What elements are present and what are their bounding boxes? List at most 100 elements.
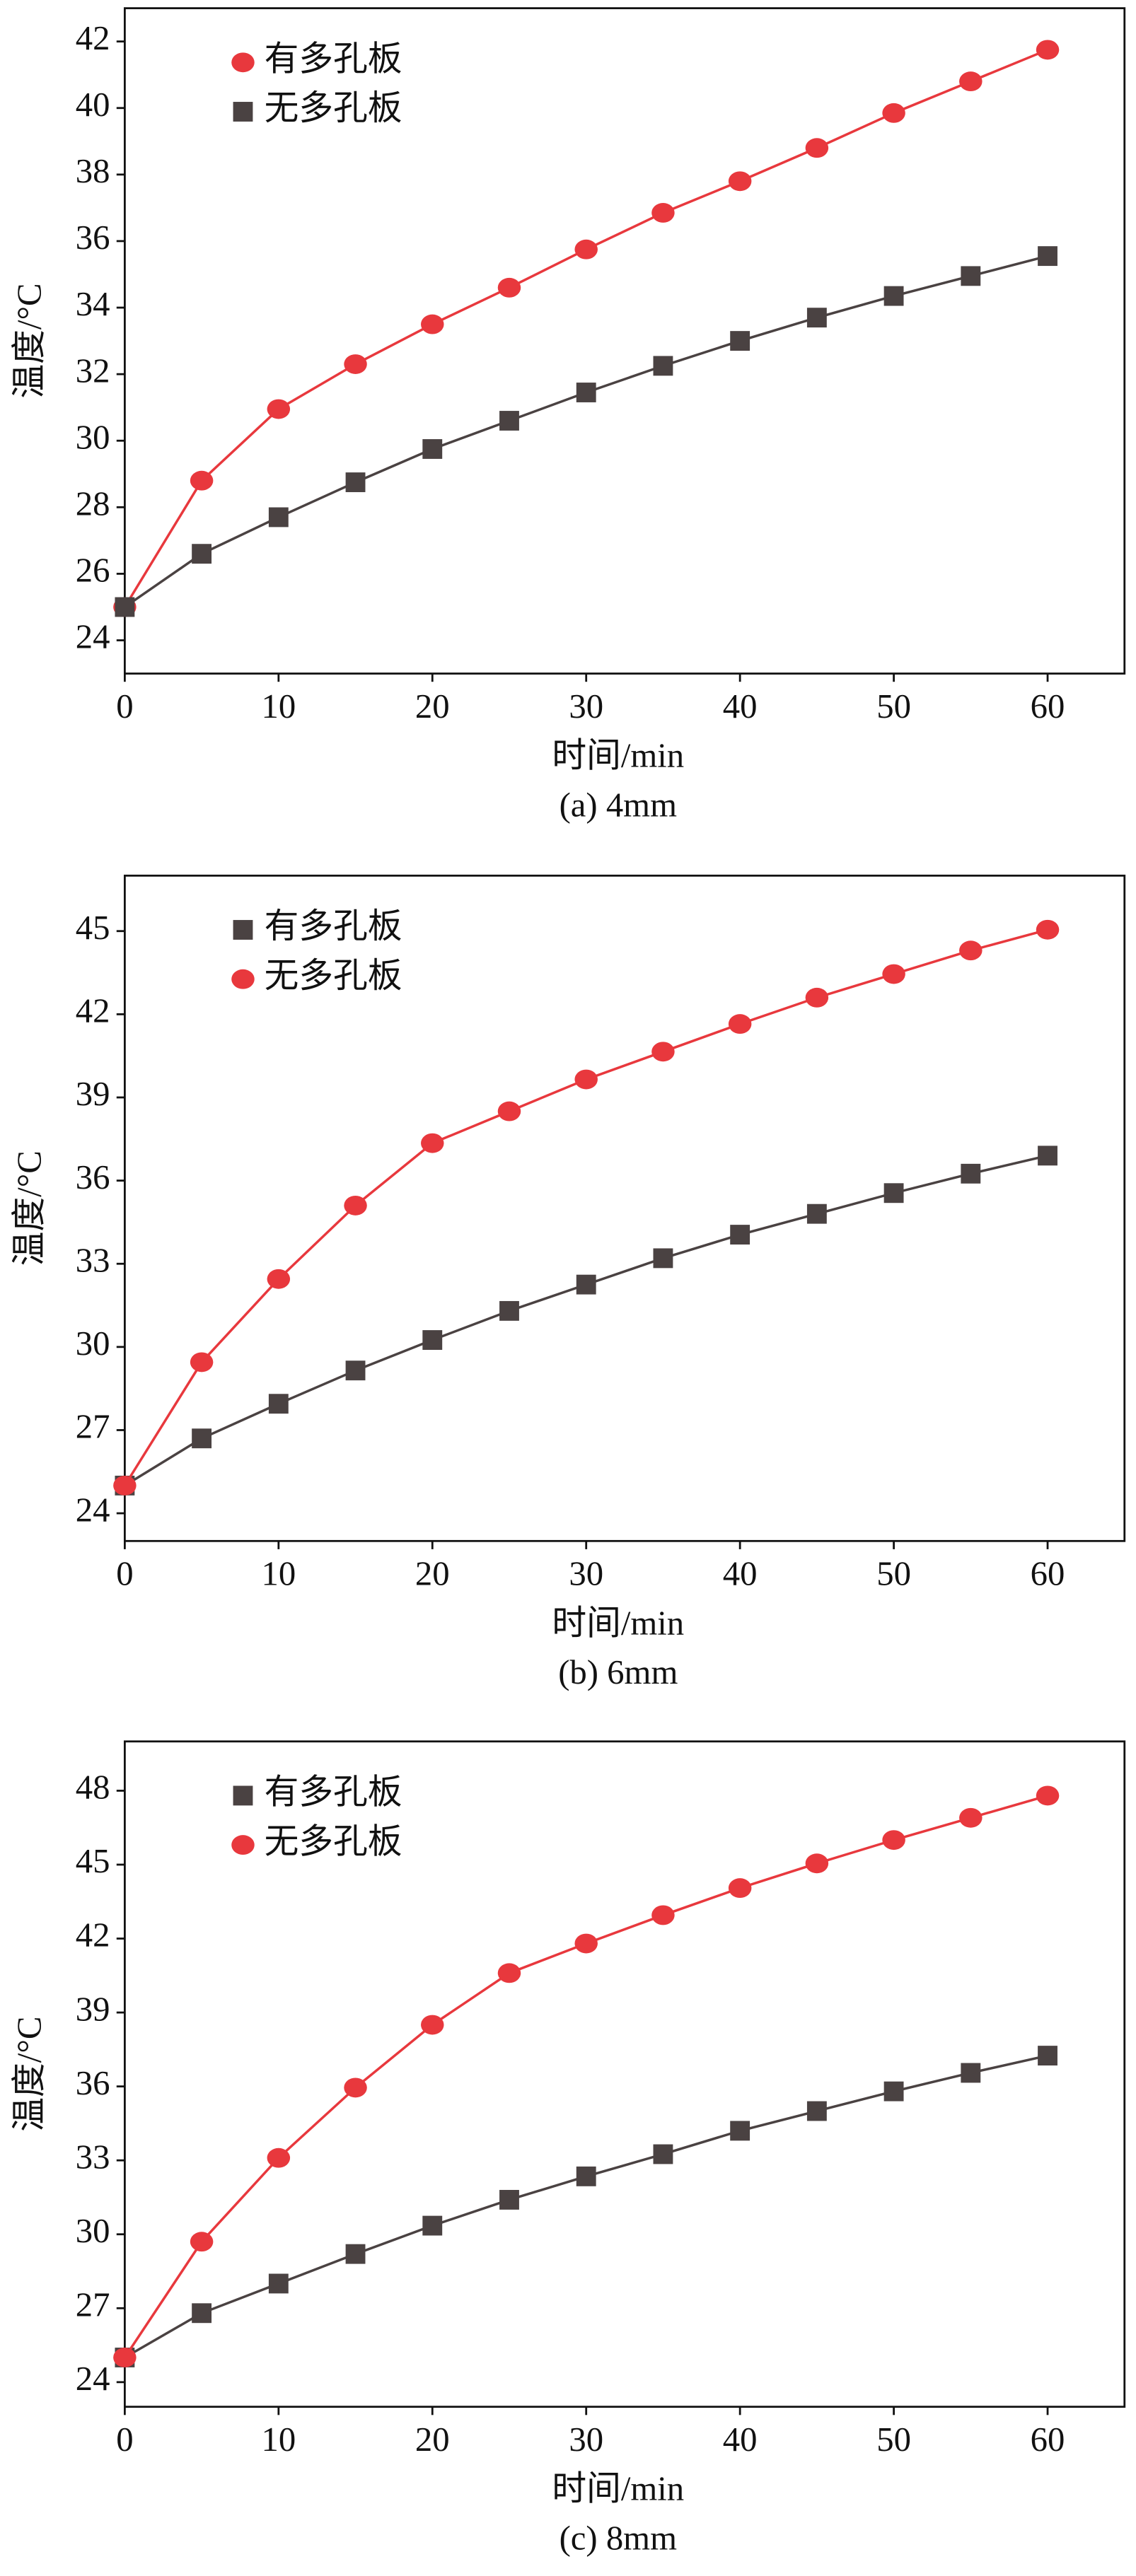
- marker: [499, 411, 519, 431]
- x-axis-label: 时间/min: [552, 737, 684, 775]
- marker: [576, 1274, 596, 1295]
- marker: [730, 331, 750, 351]
- marker: [961, 2063, 981, 2083]
- marker: [267, 1269, 291, 1289]
- marker: [1036, 919, 1060, 940]
- x-tick-label: 60: [1031, 1555, 1065, 1593]
- marker: [961, 266, 981, 286]
- marker: [422, 439, 443, 459]
- marker: [192, 1428, 212, 1449]
- x-tick-label: 20: [415, 1555, 450, 1593]
- y-tick-label: 30: [76, 2212, 110, 2250]
- series-line: [123, 928, 1048, 1486]
- y-tick-label: 36: [76, 2064, 110, 2102]
- y-tick-label: 48: [76, 1768, 110, 1807]
- marker: [268, 507, 289, 528]
- caption: (a) 4mm: [560, 786, 677, 824]
- marker: [113, 2348, 137, 2367]
- marker: [190, 2232, 214, 2252]
- y-tick-label: 30: [76, 1324, 110, 1363]
- x-axis-label: 时间/min: [552, 1604, 684, 1642]
- x-tick-label: 60: [1031, 687, 1065, 725]
- marker: [190, 470, 214, 491]
- marker: [651, 1042, 675, 1062]
- y-tick-label: 26: [76, 552, 110, 590]
- marker: [806, 1204, 827, 1224]
- marker: [883, 1183, 904, 1204]
- y-tick-label: 24: [76, 2360, 110, 2398]
- y-axis-label: 温度/°C: [11, 284, 49, 399]
- y-tick-label: 33: [76, 2138, 110, 2176]
- marker: [806, 308, 827, 328]
- marker: [1038, 246, 1057, 267]
- marker: [883, 286, 904, 306]
- y-tick-label: 45: [76, 1842, 110, 1880]
- legend-marker: [233, 1785, 253, 1806]
- y-tick-label: 33: [76, 1241, 110, 1279]
- x-tick-label: 0: [116, 1555, 133, 1593]
- marker: [345, 1360, 366, 1381]
- marker: [1036, 40, 1060, 60]
- y-tick-label: 45: [76, 909, 110, 947]
- series-line: [124, 2054, 1048, 2359]
- marker: [574, 239, 598, 260]
- series-line: [124, 255, 1048, 608]
- y-tick-label: 34: [76, 285, 110, 323]
- x-tick-label: 10: [261, 2420, 296, 2459]
- x-tick-label: 50: [876, 1555, 911, 1593]
- marker: [728, 171, 752, 192]
- y-tick-label: 40: [76, 86, 110, 124]
- marker: [345, 2244, 366, 2264]
- marker: [882, 964, 905, 984]
- legend-label: 有多孔板: [265, 40, 402, 78]
- y-tick-label: 24: [76, 618, 110, 656]
- legend-label: 无多孔板: [265, 1822, 402, 1860]
- x-tick-label: 40: [723, 1555, 758, 1593]
- x-tick-label: 40: [723, 2420, 758, 2459]
- marker: [653, 1248, 673, 1269]
- marker: [192, 544, 212, 564]
- legend-label: 有多孔板: [265, 907, 402, 945]
- x-tick-label: 60: [1031, 2420, 1065, 2459]
- x-tick-label: 50: [876, 687, 911, 725]
- x-tick-label: 20: [415, 687, 450, 725]
- marker: [422, 2215, 443, 2236]
- marker: [344, 2077, 367, 2098]
- marker: [574, 1933, 598, 1954]
- y-tick-label: 42: [76, 992, 110, 1030]
- marker: [883, 2081, 904, 2102]
- marker: [421, 2015, 444, 2035]
- legend-marker: [231, 969, 255, 989]
- marker: [806, 2101, 827, 2121]
- marker: [805, 1853, 829, 1874]
- x-tick-label: 10: [261, 687, 296, 725]
- marker: [268, 2273, 289, 2294]
- x-axis-label: 时间/min: [552, 2470, 684, 2508]
- marker: [576, 383, 596, 402]
- y-tick-label: 36: [76, 1158, 110, 1196]
- marker: [651, 203, 675, 223]
- x-tick-label: 40: [723, 687, 758, 725]
- marker: [805, 138, 829, 158]
- y-tick-label: 27: [76, 1408, 110, 1446]
- legend-label: 无多孔板: [265, 957, 402, 995]
- y-tick-label: 38: [76, 152, 110, 190]
- y-tick-label: 39: [76, 1990, 110, 2028]
- legend-marker: [233, 920, 253, 940]
- caption: (c) 8mm: [560, 2519, 677, 2557]
- y-axis-label: 温度/°C: [11, 1150, 49, 1266]
- x-tick-label: 0: [116, 687, 133, 725]
- marker: [345, 472, 366, 492]
- series-line: [124, 1154, 1048, 1487]
- series-line: [123, 1794, 1048, 2358]
- marker: [1036, 1785, 1060, 1806]
- marker: [651, 1905, 675, 1925]
- caption: (b) 6mm: [558, 1653, 678, 1691]
- marker: [959, 71, 983, 92]
- y-axis-label: 温度/°C: [11, 2017, 49, 2132]
- marker: [1038, 2046, 1057, 2066]
- marker: [190, 1352, 214, 1372]
- plot-frame: [123, 1740, 1126, 2408]
- marker: [728, 1014, 752, 1035]
- y-tick-label: 32: [76, 351, 110, 390]
